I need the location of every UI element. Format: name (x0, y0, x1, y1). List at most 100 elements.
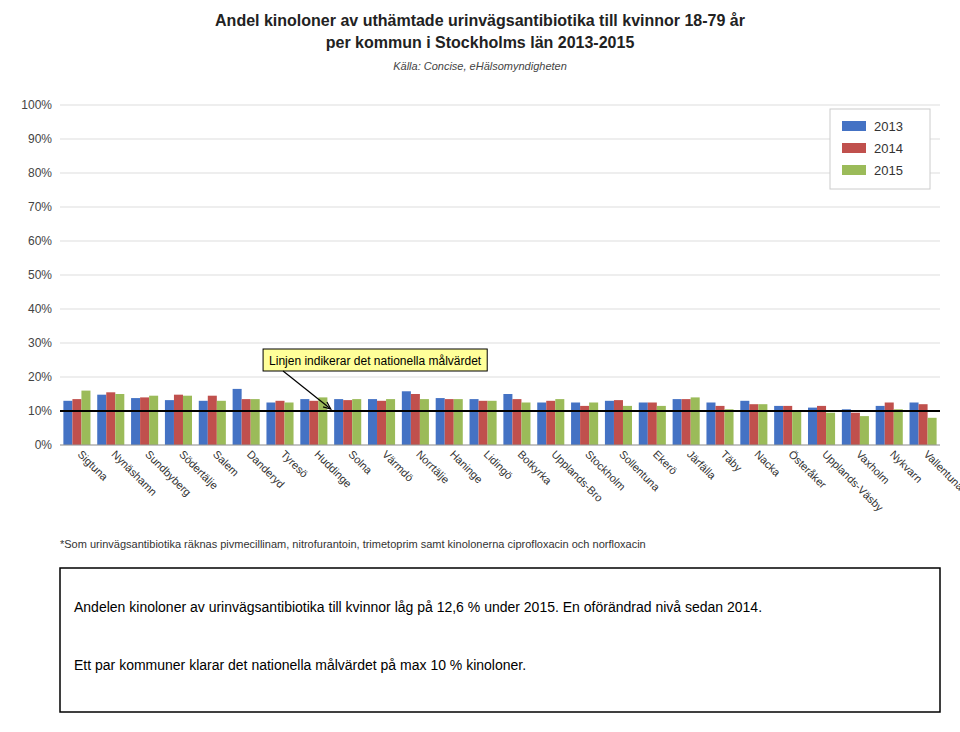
bar (343, 400, 352, 445)
legend-swatch (842, 121, 866, 131)
reference-line (60, 410, 940, 412)
bar (725, 409, 734, 445)
bar (300, 399, 309, 445)
x-tick-label: Nacka (752, 448, 783, 479)
legend-swatch (842, 143, 866, 153)
bar (605, 401, 614, 445)
x-tick-label: Sigtuna (76, 448, 111, 483)
grid-line (60, 105, 940, 106)
bar (115, 394, 124, 445)
x-tick-label: Vallentuna (922, 448, 960, 493)
bar (842, 409, 851, 445)
bar (537, 403, 546, 446)
annotation-arrowhead (323, 402, 331, 409)
bar (149, 396, 158, 445)
summary-border (60, 568, 940, 712)
y-tick-label: 90% (28, 132, 52, 146)
legend-label: 2014 (874, 141, 903, 156)
bar (826, 413, 835, 445)
y-tick-label: 0% (35, 438, 53, 452)
x-tick-label: Norrtälje (414, 448, 452, 486)
x-tick-label: Upplands-Väsby (820, 448, 886, 514)
grid (60, 105, 940, 445)
y-tick-label: 80% (28, 166, 52, 180)
annotation: Linjen indikerar det nationella målvärde… (263, 349, 487, 409)
x-tick-label: Nykvarn (888, 448, 925, 485)
y-tick-label: 50% (28, 268, 52, 282)
grid-line (60, 309, 940, 310)
bar (251, 399, 260, 445)
bar (555, 399, 564, 445)
bar (503, 394, 512, 445)
y-tick-label: 20% (28, 370, 52, 384)
bar (792, 411, 801, 445)
bar (199, 401, 208, 445)
bar (97, 395, 106, 445)
bar (165, 400, 174, 445)
bar (470, 399, 479, 445)
bar (648, 403, 657, 446)
x-tick-label: Ekerö (651, 448, 680, 477)
title: per kommun i Stockholms län 2013-2015 (326, 34, 635, 51)
bar (233, 389, 242, 445)
bar (377, 401, 386, 445)
y-tick-label: 40% (28, 302, 52, 316)
x-tick-label: Solna (346, 448, 375, 477)
grid-line (60, 275, 940, 276)
bar (334, 399, 343, 445)
bar (420, 399, 429, 445)
x-tick-label: Värmdö (380, 448, 416, 484)
annotation-box (263, 349, 487, 371)
bar (691, 397, 700, 445)
bar (402, 391, 411, 445)
y-tick-label: 70% (28, 200, 52, 214)
annotation-text: Linjen indikerar det nationella målvärde… (269, 354, 482, 368)
legend-box (830, 109, 930, 189)
bar (479, 401, 488, 445)
bar (851, 413, 860, 445)
x-tick-label: Haninge (448, 448, 485, 485)
bar (183, 396, 192, 445)
x-tick-label: Lidingö (482, 448, 516, 482)
bar (454, 399, 463, 445)
bar (242, 399, 251, 445)
bar (910, 403, 919, 446)
y-tick-label: 60% (28, 234, 52, 248)
bar (140, 397, 149, 445)
annotation-arrow (283, 371, 331, 409)
bars (63, 389, 936, 445)
bar (309, 401, 318, 445)
bar (488, 401, 497, 445)
bar (275, 401, 284, 445)
legend-swatch (842, 165, 866, 175)
bar (589, 403, 598, 446)
bar (512, 399, 521, 445)
legend: 201320142015 (830, 109, 930, 189)
bar (352, 399, 361, 445)
bar (860, 416, 869, 445)
x-tick-label: Vaxholm (854, 448, 892, 486)
bar (208, 396, 217, 445)
bar (894, 409, 903, 445)
grid-line (60, 207, 940, 208)
y-tick-label: 10% (28, 404, 52, 418)
bar (614, 400, 623, 445)
bar (928, 418, 937, 445)
bar (368, 399, 377, 445)
x-tick-label: Salem (211, 448, 242, 479)
grid-line (60, 445, 940, 446)
bar (81, 391, 90, 445)
bar (682, 399, 691, 445)
bar (546, 401, 555, 445)
bar (174, 395, 183, 445)
bar (808, 408, 817, 445)
bar (285, 403, 294, 446)
legend-label: 2015 (874, 163, 903, 178)
y-tick-label: 30% (28, 336, 52, 350)
grid-line (60, 173, 940, 174)
bar (106, 392, 115, 445)
summary-box: Andelen kinoloner av urinvägsantibiotika… (60, 568, 940, 712)
title: Andel kinoloner av uthämtade urinvägsant… (215, 12, 745, 29)
bar (639, 403, 648, 446)
summary-text: Andelen kinoloner av urinvägsantibiotika… (74, 599, 762, 615)
